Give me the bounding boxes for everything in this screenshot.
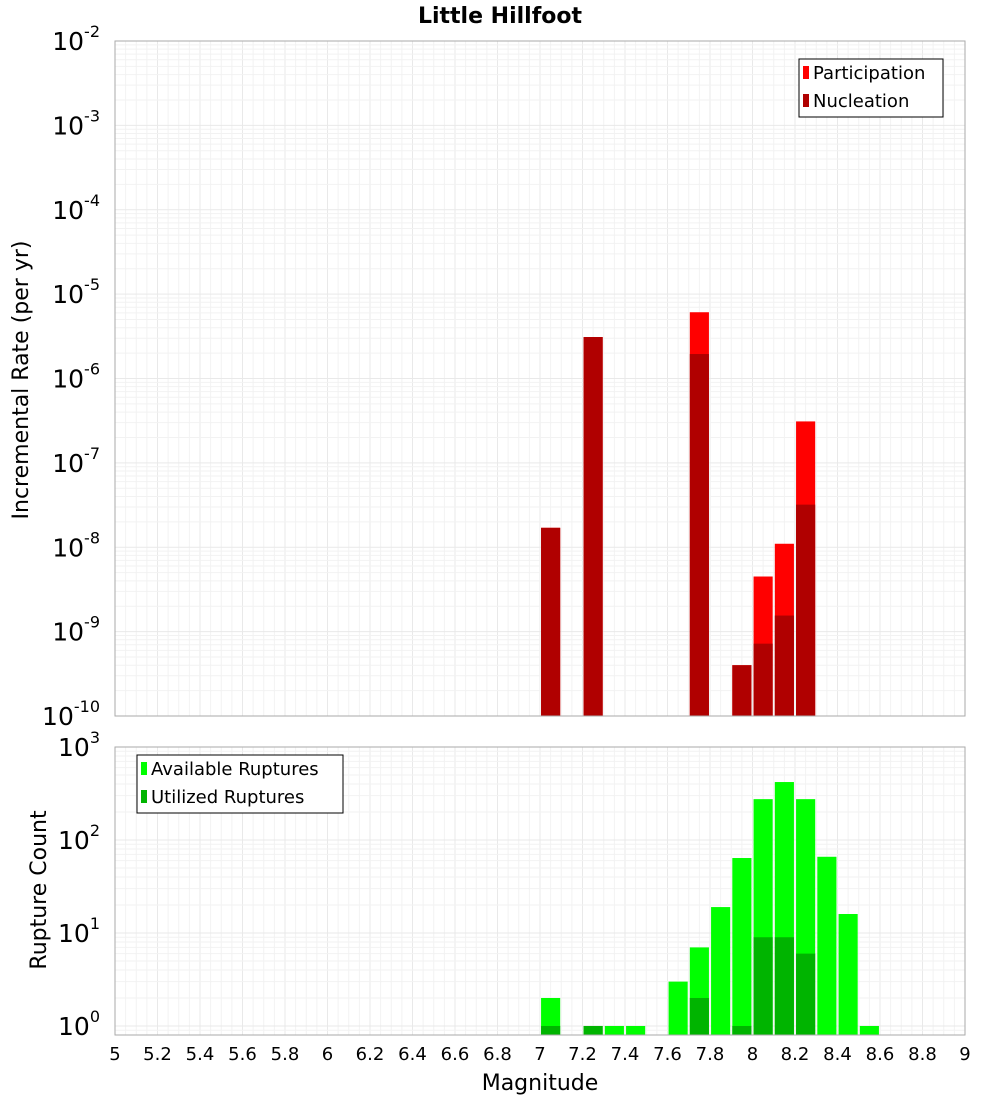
bottom-bar [774, 937, 794, 1035]
top-legend-box [798, 58, 944, 118]
bottom-y-axis-label: Rupture Count [27, 810, 52, 970]
top-legend-swatch [803, 94, 809, 107]
top-legend: Participation Nucleation [798, 58, 944, 118]
x-tick-label: 8.8 [908, 1044, 937, 1065]
bottom-series-available-ruptures [541, 782, 879, 1035]
x-tick-label: 5.2 [143, 1044, 172, 1065]
top-y-tick-label: 10-5 [52, 275, 100, 309]
bottom-bar [541, 997, 561, 1035]
bottom-legend: Available Ruptures Utilized Ruptures [136, 754, 344, 814]
bottom-bar [817, 856, 837, 1035]
chart-title: Little Hillfoot [418, 4, 583, 29]
x-axis-label: Magnitude [482, 1071, 599, 1096]
top-grid [114, 40, 966, 717]
x-tick-label: 5.6 [228, 1044, 257, 1065]
bottom-bar [732, 1025, 752, 1035]
bottom-legend-box [136, 754, 344, 814]
x-tick-label: 5.4 [186, 1044, 215, 1065]
bottom-y-tick-label: 101 [58, 914, 100, 948]
top-y-tick-label: 10-9 [52, 613, 100, 647]
bottom-bar [838, 914, 858, 1035]
top-bar [541, 527, 561, 716]
top-y-tick-label: 10-6 [52, 360, 100, 394]
bottom-bar [626, 1025, 646, 1035]
bottom-bar [583, 1025, 603, 1035]
top-legend-swatch [803, 66, 809, 79]
top-bar [732, 665, 752, 716]
bottom-legend-label: Available Ruptures [151, 759, 319, 780]
top-y-tick-labels: 10-2 10-3 10-4 10-5 10-6 10-7 10-8 10-9 10-10 [42, 22, 100, 731]
x-tick-label: 7.8 [696, 1044, 725, 1065]
top-y-tick-label: 10-4 [52, 191, 100, 225]
x-tick-label: 7.4 [611, 1044, 640, 1065]
x-tick-label: 6.2 [356, 1044, 385, 1065]
x-tick-label: 5.8 [271, 1044, 300, 1065]
x-tick-label: 8.6 [866, 1044, 895, 1065]
bottom-bar [796, 953, 816, 1035]
bottom-plot-frame [114, 746, 966, 1036]
top-y-axis-label: Incremental Rate (per yr) [9, 241, 34, 520]
x-tick-label: 6 [322, 1044, 333, 1065]
top-legend-label: Nucleation [813, 91, 909, 112]
x-tick-label: 9 [959, 1044, 970, 1065]
participation-nucleation-plot: 10-2 10-3 10-4 10-5 10-6 10-7 10-8 10-9 10-10 Par… [42, 22, 966, 731]
top-series-nucleation [541, 337, 816, 716]
x-tick-label: 6.4 [398, 1044, 427, 1065]
bottom-bar [753, 937, 773, 1035]
bottom-bar [668, 981, 688, 1035]
bottom-series-utilized-ruptures [541, 937, 816, 1035]
bottom-y-tick-label: 100 [58, 1007, 100, 1041]
top-bar [689, 354, 709, 716]
top-y-tick-label: 10-3 [52, 106, 100, 140]
x-tick-label: 7.2 [568, 1044, 597, 1065]
top-bar [583, 337, 603, 716]
bottom-y-tick-labels: 103 102 101 100 [58, 728, 100, 1041]
top-y-tick-label: 10-2 [52, 22, 100, 56]
bottom-bar [689, 997, 709, 1035]
bottom-legend-swatch [141, 790, 147, 803]
bottom-y-tick-label: 103 [58, 728, 100, 762]
top-bar [774, 615, 794, 716]
bottom-y-tick-label: 102 [58, 821, 100, 855]
top-y-tick-label: 10-7 [52, 444, 100, 478]
top-bar [753, 643, 773, 716]
bottom-bar [732, 858, 752, 1035]
bottom-bar [604, 1025, 624, 1035]
x-tick-label: 7.6 [653, 1044, 682, 1065]
bottom-bar [711, 907, 731, 1035]
x-tick-labels: 5 5.2 5.4 5.6 5.8 6 6.2 6.4 6.6 6.8 7 7.2 7.4 7.6 7.8 8… [109, 1044, 970, 1065]
x-tick-label: 6.6 [441, 1044, 470, 1065]
x-tick-label: 6.8 [483, 1044, 512, 1065]
bottom-legend-label: Utilized Ruptures [151, 787, 304, 808]
top-plot-frame [114, 40, 966, 717]
x-tick-label: 5 [109, 1044, 120, 1065]
x-tick-label: 7 [534, 1044, 545, 1065]
top-y-tick-label: 10-8 [52, 528, 100, 562]
top-y-tick-label: 10-10 [42, 697, 100, 731]
bottom-bar [859, 1025, 879, 1035]
x-tick-label: 8 [747, 1044, 758, 1065]
bottom-legend-swatch [141, 762, 147, 775]
rupture-count-plot: 103 102 101 100 Available Ruptures Utilized R… [58, 728, 966, 1041]
top-bar [796, 504, 816, 716]
x-tick-label: 8.2 [781, 1044, 810, 1065]
top-legend-label: Participation [813, 63, 925, 84]
x-tick-label: 8.4 [823, 1044, 852, 1065]
bottom-bar [541, 1025, 561, 1035]
